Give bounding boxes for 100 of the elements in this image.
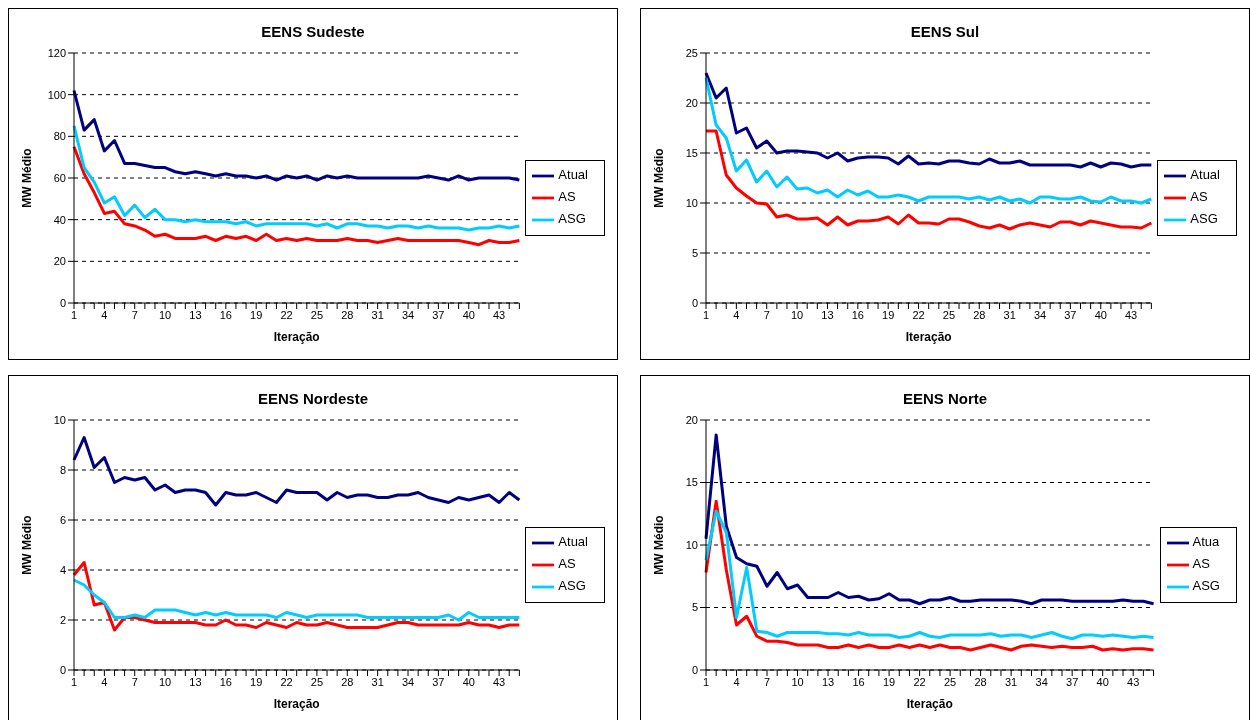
y-tick-label: 0	[691, 296, 698, 309]
line-series	[704, 71, 1153, 169]
line-series	[72, 145, 521, 247]
legend-label: AS	[1190, 189, 1208, 205]
x-tick-label: 19	[882, 308, 895, 321]
y-tick-label: 20	[53, 255, 66, 268]
y-tick-label: 2	[59, 613, 66, 626]
chart-title: EENS Norte	[901, 390, 989, 409]
legend-label: AS	[558, 189, 576, 205]
x-tick-label: 43	[492, 675, 506, 688]
x-tick-label: 28	[341, 675, 354, 688]
x-tick-label: 19	[882, 675, 896, 688]
x-tick-label: 4	[733, 675, 740, 688]
x-tick-label: 16	[219, 308, 232, 321]
y-tick-label: 5	[691, 246, 698, 259]
x-tick-label: 22	[913, 675, 926, 688]
y-tick-label: 40	[53, 213, 66, 226]
x-tick-label: 7	[763, 308, 770, 321]
x-tick-label: 4	[733, 308, 740, 321]
chart-title: EENS Sudeste	[260, 23, 366, 42]
y-tick-label: 10	[53, 413, 66, 426]
line-series	[704, 129, 1153, 231]
y-tick-label: 5	[691, 601, 698, 614]
x-tick-label: 40	[1094, 308, 1107, 321]
x-tick-label: 25	[942, 308, 956, 321]
y-tick-label: 8	[59, 463, 66, 476]
legend-label: AS	[558, 556, 576, 572]
x-tick-label: 19	[250, 308, 263, 321]
x-axis-title: Iteração	[273, 330, 320, 344]
x-tick-label: 37	[432, 308, 445, 321]
x-tick-label: 13	[821, 308, 834, 321]
x-tick-label: 34	[1035, 675, 1048, 688]
y-axis-title: MW Médio	[652, 515, 667, 575]
y-tick-label: 80	[53, 130, 66, 143]
y-axis-title: MW Médio	[20, 515, 35, 575]
line-series	[704, 76, 1153, 205]
x-tick-label: 25	[310, 308, 324, 321]
x-tick-label: 16	[852, 675, 865, 688]
x-tick-label: 31	[371, 675, 384, 688]
x-tick-label: 40	[462, 308, 475, 321]
x-tick-label: 37	[432, 675, 445, 688]
x-tick-label: 13	[821, 675, 835, 688]
y-tick-label: 15	[685, 476, 698, 489]
x-tick-label: 10	[158, 675, 172, 688]
x-tick-label: 19	[250, 675, 263, 688]
x-tick-label: 31	[371, 308, 384, 321]
chart-title: EENS Sul	[909, 23, 981, 42]
x-tick-label: 40	[1096, 675, 1109, 688]
x-tick-label: 34	[1033, 308, 1047, 321]
x-tick-label: 13	[189, 675, 202, 688]
chart-title: EENS Nordeste	[256, 390, 369, 409]
y-axis-title: MW Médio	[20, 148, 35, 208]
y-tick-label: 100	[47, 88, 66, 101]
x-tick-label: 43	[492, 308, 506, 321]
legend-label: Atua	[1192, 534, 1220, 550]
line-series	[72, 578, 521, 622]
legend-label: AS	[1192, 556, 1210, 572]
x-tick-label: 25	[310, 675, 324, 688]
y-tick-label: 25	[685, 46, 698, 59]
x-tick-label: 10	[791, 675, 804, 688]
x-tick-label: 4	[101, 675, 108, 688]
x-tick-label: 10	[790, 308, 804, 321]
x-tick-label: 31	[1005, 675, 1018, 688]
y-tick-label: 120	[47, 46, 66, 59]
x-tick-label: 16	[219, 675, 232, 688]
y-tick-label: 60	[53, 171, 66, 184]
legend-label: Atual	[558, 167, 588, 183]
y-tick-label: 6	[59, 513, 66, 526]
x-tick-label: 43	[1127, 675, 1140, 688]
x-tick-label: 1	[70, 675, 78, 688]
line-series	[72, 436, 521, 507]
legend-label: ASG	[558, 578, 586, 594]
x-tick-label: 1	[70, 308, 78, 321]
legend-label: ASG	[1190, 211, 1218, 227]
x-tick-label: 34	[401, 308, 415, 321]
x-tick-label: 37	[1064, 308, 1077, 321]
legend-label: Atual	[1190, 167, 1220, 183]
line-series	[72, 89, 521, 182]
y-tick-label: 15	[685, 146, 698, 159]
x-tick-label: 10	[158, 308, 172, 321]
x-tick-label: 43	[1124, 308, 1138, 321]
y-tick-label: 20	[685, 96, 698, 109]
x-tick-label: 34	[401, 675, 415, 688]
x-tick-label: 4	[101, 308, 108, 321]
x-tick-label: 31	[1003, 308, 1016, 321]
y-tick-label: 10	[685, 196, 698, 209]
y-tick-label: 0	[691, 663, 698, 676]
y-axis-title: MW Médio	[652, 148, 667, 208]
legend-label: ASG	[558, 211, 586, 227]
line-series	[72, 561, 521, 632]
x-tick-label: 1	[702, 675, 710, 688]
y-tick-label: 0	[59, 663, 66, 676]
line-series	[72, 124, 521, 232]
line-series	[704, 433, 1156, 606]
x-tick-label: 7	[763, 675, 771, 688]
x-tick-label: 25	[943, 675, 957, 688]
x-tick-label: 22	[280, 675, 293, 688]
x-axis-title: Iteração	[906, 697, 953, 711]
legend-label: Atual	[558, 534, 588, 550]
y-tick-label: 10	[685, 538, 698, 551]
